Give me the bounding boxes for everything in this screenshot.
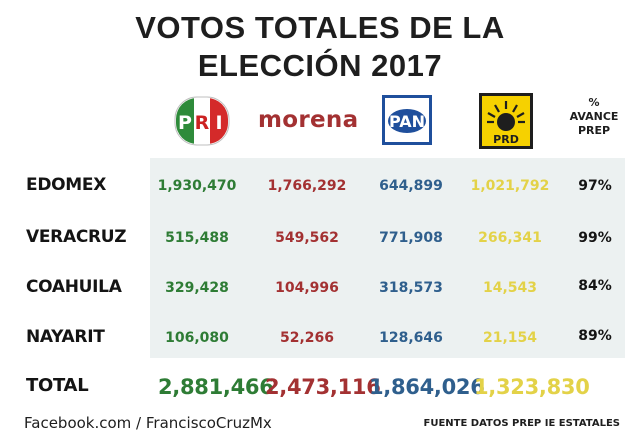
page-title-line-2: ELECCIÓN 2017 bbox=[197, 48, 443, 83]
data-source-note: FUENTE DATOS PREP IE ESTATALES bbox=[423, 418, 621, 429]
pan-logo: PAN bbox=[381, 94, 433, 146]
svg-text:P: P bbox=[178, 112, 192, 134]
avance-header-line: AVANCE bbox=[569, 110, 619, 123]
results-table-background bbox=[150, 158, 625, 358]
page-title-line-1: VOTOS TOTALES DE LA bbox=[135, 10, 505, 45]
avance-header-line: PREP bbox=[577, 124, 611, 137]
morena-logo: morena bbox=[258, 107, 359, 133]
pan-votes: 644,899 bbox=[379, 178, 443, 194]
pan-votes: 128,646 bbox=[379, 330, 443, 346]
avance-percent: 99% bbox=[578, 230, 612, 246]
pan-votes: 771,908 bbox=[379, 230, 443, 246]
facebook-credit: Facebook.com / FranciscoCruzMx bbox=[24, 414, 272, 432]
morena-total: 2,473,116 bbox=[265, 375, 381, 399]
state-label: EDOMEX bbox=[26, 175, 107, 195]
prd-votes: 1,021,792 bbox=[470, 178, 550, 194]
total-label: TOTAL bbox=[26, 375, 89, 396]
morena-votes: 549,562 bbox=[275, 230, 339, 246]
pan-total: 1,864,026 bbox=[369, 375, 485, 399]
svg-text:PRD: PRD bbox=[493, 133, 519, 146]
pri-votes: 1,930,470 bbox=[157, 178, 237, 194]
pan-votes: 318,573 bbox=[379, 280, 443, 296]
morena-votes: 104,996 bbox=[275, 280, 339, 296]
avance-prep-header: % AVANCE PREP bbox=[566, 96, 622, 138]
pri-votes: 106,080 bbox=[165, 330, 229, 346]
prd-votes: 266,341 bbox=[478, 230, 542, 246]
pri-votes: 329,428 bbox=[165, 280, 229, 296]
svg-text:R: R bbox=[195, 112, 210, 134]
pri-total: 2,881,466 bbox=[158, 375, 274, 399]
state-label: VERACRUZ bbox=[26, 227, 127, 247]
prd-votes: 14,543 bbox=[482, 280, 538, 296]
avance-percent: 84% bbox=[578, 278, 612, 294]
prd-votes: 21,154 bbox=[482, 330, 538, 346]
morena-votes: 1,766,292 bbox=[267, 178, 347, 194]
svg-text:PAN: PAN bbox=[389, 112, 425, 131]
pri-votes: 515,488 bbox=[165, 230, 229, 246]
avance-percent: 97% bbox=[578, 178, 612, 194]
prd-total: 1,323,830 bbox=[474, 375, 590, 399]
state-label: COAHUILA bbox=[26, 277, 122, 297]
state-label: NAYARIT bbox=[26, 327, 105, 347]
prd-logo: PRD bbox=[478, 92, 534, 150]
avance-header-line: % bbox=[588, 96, 600, 109]
svg-text:I: I bbox=[215, 112, 222, 134]
pri-logo: P R I bbox=[172, 96, 232, 146]
morena-votes: 52,266 bbox=[279, 330, 335, 346]
avance-percent: 89% bbox=[578, 328, 612, 344]
